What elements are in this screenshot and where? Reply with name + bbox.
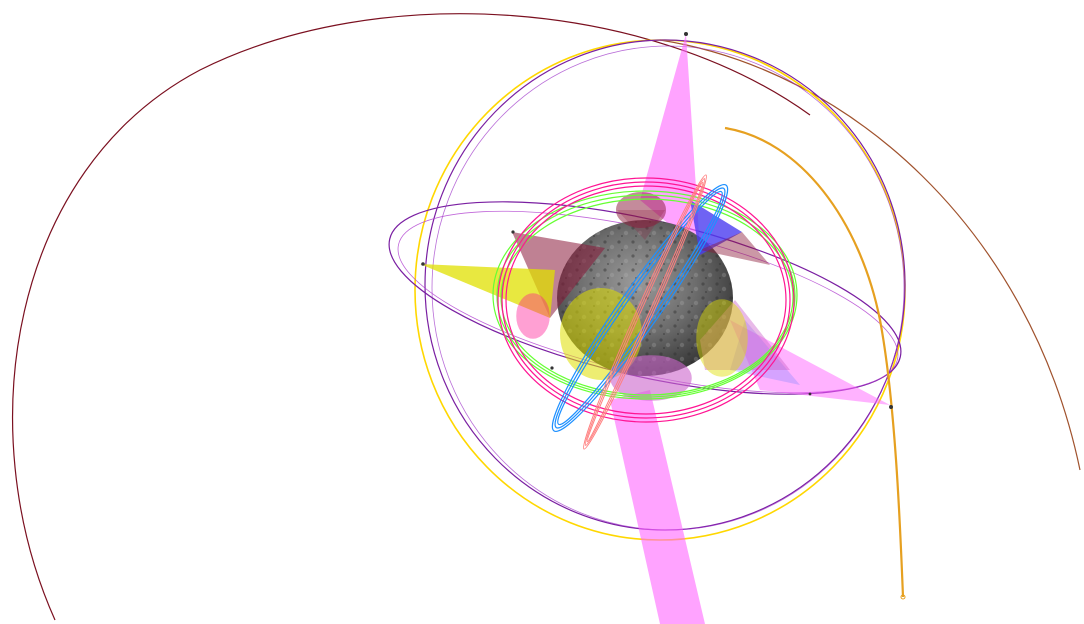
salmon-orbit-bundle — [583, 174, 707, 450]
green-orbit-bundle — [492, 190, 798, 400]
pink-sensor-beam-lower — [610, 390, 705, 624]
dark-red-outer-orbit — [11, 13, 811, 621]
violet-triangle — [700, 232, 770, 265]
maroon-cone-body — [617, 210, 665, 240]
maroon-cone-top — [616, 192, 666, 228]
violet-cone-bottom — [610, 355, 692, 401]
spacecraft-marker-icon — [421, 32, 906, 600]
yellow-wing-triangle — [420, 264, 555, 318]
brown-outer-orbit — [659, 39, 1081, 471]
maroon-triangle — [512, 232, 605, 318]
orange-approach-trajectory — [724, 126, 905, 598]
yellow-cone-right — [696, 299, 748, 377]
magenta-cone-left — [516, 293, 550, 339]
pink-sensor-beam-right — [730, 320, 890, 405]
magenta-orbit-bundle — [497, 177, 795, 423]
